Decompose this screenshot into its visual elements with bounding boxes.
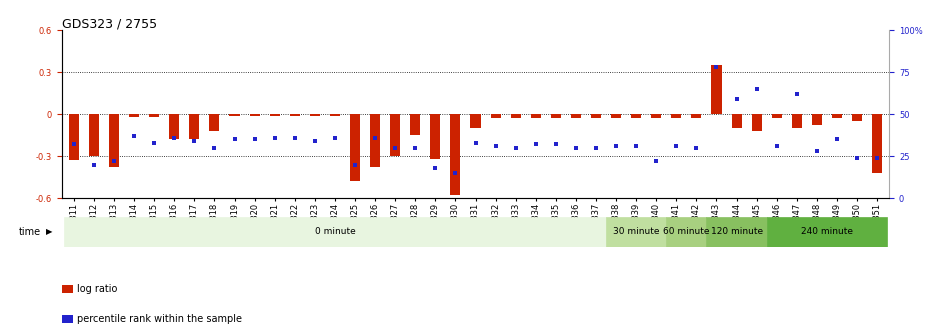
Bar [651, 114, 661, 119]
Bar [611, 114, 621, 119]
Bar [667, 217, 707, 247]
Bar [149, 114, 159, 117]
Text: 0 minute: 0 minute [315, 227, 356, 236]
Bar [531, 114, 541, 119]
Text: 240 minute: 240 minute [801, 227, 853, 236]
Bar [771, 114, 782, 119]
Point [789, 91, 805, 97]
Bar [707, 217, 767, 247]
Text: ▶: ▶ [46, 227, 52, 236]
Bar [290, 114, 300, 116]
Point [809, 149, 825, 154]
Bar [350, 114, 360, 181]
Point [327, 135, 342, 140]
Bar [370, 114, 380, 167]
Bar [410, 114, 420, 135]
Point [729, 96, 745, 102]
Point [629, 143, 644, 149]
Bar [451, 114, 460, 196]
Bar [310, 114, 320, 116]
Bar [89, 114, 99, 156]
Bar [430, 114, 440, 159]
Point [869, 155, 884, 161]
Text: GDS323 / 2755: GDS323 / 2755 [62, 17, 157, 30]
Point [528, 142, 543, 147]
Bar [249, 114, 260, 116]
Point [849, 155, 864, 161]
Bar [209, 114, 220, 131]
Bar [792, 114, 802, 128]
Point [367, 135, 382, 140]
Bar [852, 114, 862, 121]
Point [669, 143, 684, 149]
Bar [731, 114, 742, 128]
Bar [129, 114, 139, 117]
Bar [671, 114, 681, 119]
Bar [64, 217, 606, 247]
Point [206, 145, 222, 151]
Bar [169, 114, 180, 139]
Point [126, 133, 142, 139]
Text: percentile rank within the sample: percentile rank within the sample [77, 314, 243, 324]
Point [589, 145, 604, 151]
Point [287, 135, 302, 140]
Bar [471, 114, 480, 128]
Point [107, 159, 122, 164]
Bar [691, 114, 702, 119]
Point [448, 170, 463, 176]
Bar [591, 114, 601, 119]
Bar [571, 114, 581, 119]
Point [749, 86, 765, 92]
Point [388, 145, 403, 151]
Text: 120 minute: 120 minute [710, 227, 763, 236]
Point [609, 143, 624, 149]
Point [548, 142, 563, 147]
Text: time: time [19, 227, 41, 237]
Point [569, 145, 584, 151]
Bar [812, 114, 822, 125]
Point [829, 137, 844, 142]
Bar [631, 114, 641, 119]
Bar [390, 114, 400, 156]
Bar [872, 114, 883, 173]
Point [488, 143, 503, 149]
Point [468, 140, 483, 145]
Bar [109, 114, 119, 167]
Bar [68, 114, 79, 161]
Text: 30 minute: 30 minute [612, 227, 659, 236]
Point [689, 145, 704, 151]
Bar [491, 114, 500, 119]
Point [267, 135, 282, 140]
Point [186, 138, 202, 144]
Bar [832, 114, 842, 119]
Bar [606, 217, 667, 247]
Bar [229, 114, 240, 116]
Point [307, 138, 322, 144]
Bar [551, 114, 561, 119]
Bar [767, 217, 887, 247]
Point [649, 159, 664, 164]
Point [408, 145, 423, 151]
Bar [511, 114, 521, 119]
Point [769, 143, 785, 149]
Bar [189, 114, 200, 139]
Bar [751, 114, 762, 131]
Point [146, 140, 162, 145]
Bar [711, 65, 722, 114]
Point [508, 145, 523, 151]
Point [428, 165, 443, 171]
Point [87, 162, 102, 167]
Point [227, 137, 243, 142]
Point [247, 137, 262, 142]
Text: log ratio: log ratio [77, 284, 117, 294]
Point [347, 162, 362, 167]
Text: 60 minute: 60 minute [663, 227, 709, 236]
Point [67, 142, 82, 147]
Point [708, 65, 724, 70]
Bar [330, 114, 340, 116]
Point [166, 135, 182, 140]
Bar [270, 114, 280, 116]
